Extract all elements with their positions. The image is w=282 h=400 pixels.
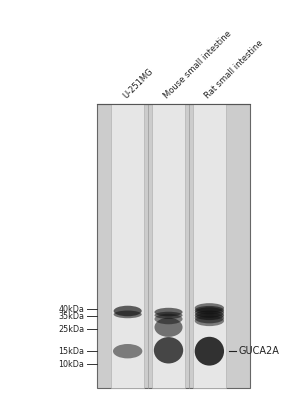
Ellipse shape [154, 337, 183, 364]
Ellipse shape [195, 307, 224, 318]
Bar [97, 104, 250, 388]
Ellipse shape [155, 312, 182, 319]
Text: 15kDa: 15kDa [58, 347, 84, 356]
Ellipse shape [195, 310, 224, 320]
Ellipse shape [195, 303, 224, 313]
Ellipse shape [155, 308, 182, 316]
Ellipse shape [195, 313, 224, 323]
Ellipse shape [195, 337, 224, 366]
Text: 35kDa: 35kDa [58, 312, 84, 321]
Ellipse shape [155, 314, 182, 324]
Bar [193, 104, 226, 388]
Text: 40kDa: 40kDa [58, 305, 84, 314]
Bar [111, 104, 144, 388]
Text: 25kDa: 25kDa [58, 325, 84, 334]
Text: GUCA2A: GUCA2A [239, 346, 280, 356]
Text: 10kDa: 10kDa [58, 360, 84, 368]
Ellipse shape [155, 318, 182, 337]
Bar [152, 104, 185, 388]
Ellipse shape [113, 344, 142, 358]
Ellipse shape [114, 310, 142, 318]
Text: U-251MG: U-251MG [121, 66, 155, 100]
Ellipse shape [195, 316, 224, 326]
Text: Rat small intestine: Rat small intestine [203, 38, 265, 100]
Ellipse shape [195, 306, 224, 314]
Text: Mouse small intestine: Mouse small intestine [162, 29, 233, 100]
Ellipse shape [114, 306, 142, 316]
